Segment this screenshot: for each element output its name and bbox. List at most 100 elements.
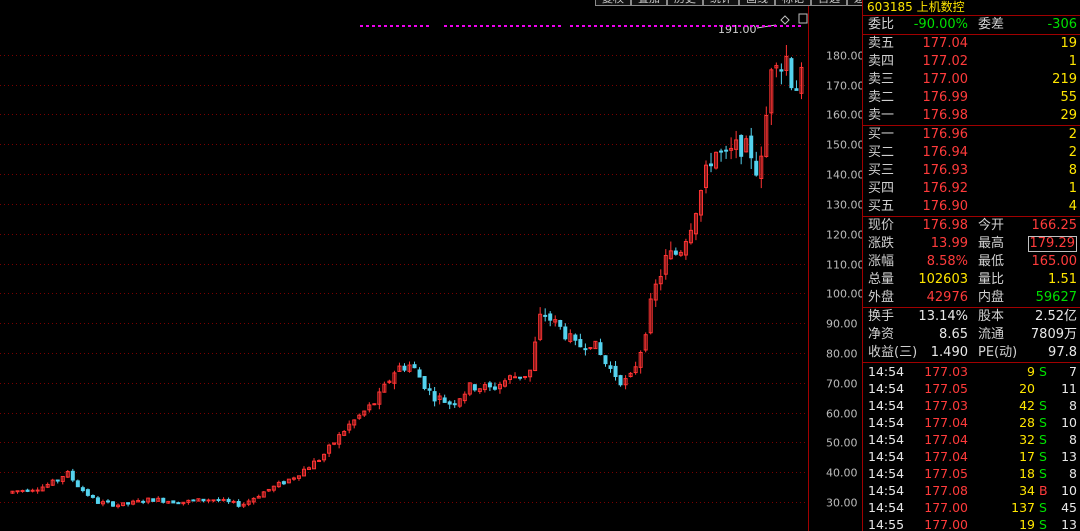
event-marker [426,25,429,27]
diamond-icon [780,15,790,25]
quote-value: 176.98 [922,218,969,233]
trade-time: 14:54 [868,415,905,430]
order-row[interactable]: 卖二 176.99 55 [863,89,1080,107]
order-price: 176.90 [922,199,969,214]
fund-label: PE(动) [978,345,1018,360]
fund-value: 7809万 [1030,327,1077,342]
candle-up [497,383,502,390]
candle-down [432,391,437,402]
candle-up [663,254,668,275]
candle-up [382,383,387,393]
y-tick-label: 100.00 [826,288,862,301]
event-marker [582,25,585,27]
candle-down [201,498,206,502]
order-price: 176.99 [922,90,969,105]
candlestick-plot[interactable]: 30.00 40.00 50.00 60.00 70.00 80.00 90.00 100.0… [0,0,862,531]
candle-up [764,114,769,157]
order-row[interactable]: 卖五 177.04 19 [863,35,1080,53]
trade-price: 177.04 [924,449,968,464]
toolbar-fuquan-button[interactable]: 复权 [595,0,631,6]
candle-down [281,481,286,485]
candle-up [372,403,377,406]
order-row[interactable]: 卖三 177.00 219 [863,71,1080,89]
candle-up [588,347,593,350]
quote-label: 总量 [868,272,895,287]
trade-side: S [1039,432,1047,447]
tick-trades-list[interactable]: 14:54 177.03 9 S 7 14:54 177.05 20 11 14… [863,363,1080,531]
quote-value: 165.00 [1031,254,1078,269]
order-volume: 19 [1060,36,1077,51]
event-marker [642,25,645,27]
toolbar-history-button[interactable]: 历史 [667,0,703,6]
candle-up [100,501,105,505]
toolbar-watchlist-button[interactable]: 自选 [811,0,847,6]
event-marker [720,25,723,27]
candle-up [729,147,734,151]
candle-up [60,475,65,482]
order-row[interactable]: 卖四 177.02 1 [863,53,1080,71]
trade-count: 11 [1061,381,1077,396]
candle-up [241,503,246,507]
candle-up [678,251,683,256]
trade-count: 10 [1061,415,1077,430]
event-marker [702,25,705,27]
order-row[interactable]: 买一 176.96 2 [863,126,1080,144]
candle-up [306,467,311,471]
trade-count: 45 [1061,500,1077,515]
order-row[interactable]: 买五 176.90 4 [863,198,1080,216]
weibi-value: -90.00% [913,17,968,32]
event-marker [558,25,561,27]
event-marker [540,25,543,27]
candle-down [487,382,492,388]
candle-up [181,501,186,505]
order-row[interactable]: 买三 176.93 8 [863,162,1080,180]
chart-toolbar: 复权 叠加 历史 统计 画线 标记 自选 返回 [595,0,883,7]
event-marker [792,25,795,27]
candle-up [714,151,719,169]
candle-up [271,485,276,491]
candle-down [422,376,427,389]
candle-up [744,138,749,153]
toolbar-mark-button[interactable]: 标记 [775,0,811,6]
candle-up [482,384,487,391]
order-row[interactable]: 买二 176.94 2 [863,144,1080,162]
quote-row: 涨跌 13.99 最高 179.29 [863,235,1080,253]
candle-up [593,340,598,350]
order-row[interactable]: 买四 176.92 1 [863,180,1080,198]
order-row[interactable]: 卖一 176.98 29 [863,107,1080,125]
candle-up [332,442,337,445]
trade-price: 177.00 [924,517,968,531]
candle-up [221,498,226,502]
candle-down [126,502,131,505]
quote-value: 13.99 [930,236,968,251]
y-tick-label: 90.00 [826,318,858,331]
event-marker [588,25,591,27]
fund-row: 收益(三) 1.490 PE(动) 97.8 [863,344,1080,362]
candle-up [734,139,739,150]
candle-up [457,398,462,407]
candle-up [658,276,663,285]
event-marker [486,25,489,27]
event-marker [570,25,573,27]
toolbar-overlay-button[interactable]: 叠加 [631,0,667,6]
order-label: 买二 [868,145,895,160]
trade-count: 13 [1061,517,1077,531]
quote-value: 102603 [918,272,968,287]
trade-volume: 20 [1019,381,1035,396]
toolbar-stats-button[interactable]: 统计 [703,0,739,6]
candle-up [437,395,442,400]
quote-row: 涨幅 8.58% 最低 165.00 [863,253,1080,271]
kline-chart[interactable]: 30.00 40.00 50.00 60.00 70.00 80.00 90.00 100.0… [0,0,883,531]
candle-up [703,164,708,189]
candle-up [769,69,774,114]
event-marker [510,25,513,27]
toolbar-draw-button[interactable]: 画线 [739,0,775,6]
order-label: 买五 [868,199,895,214]
divider [863,34,1080,35]
candle-down [754,160,759,176]
trade-count: 10 [1061,483,1077,498]
candle-up [698,190,703,216]
trade-row: 14:54 177.05 18 S 8 [863,465,1080,482]
candle-up [40,486,45,492]
quote-label: 外盘 [868,290,895,305]
